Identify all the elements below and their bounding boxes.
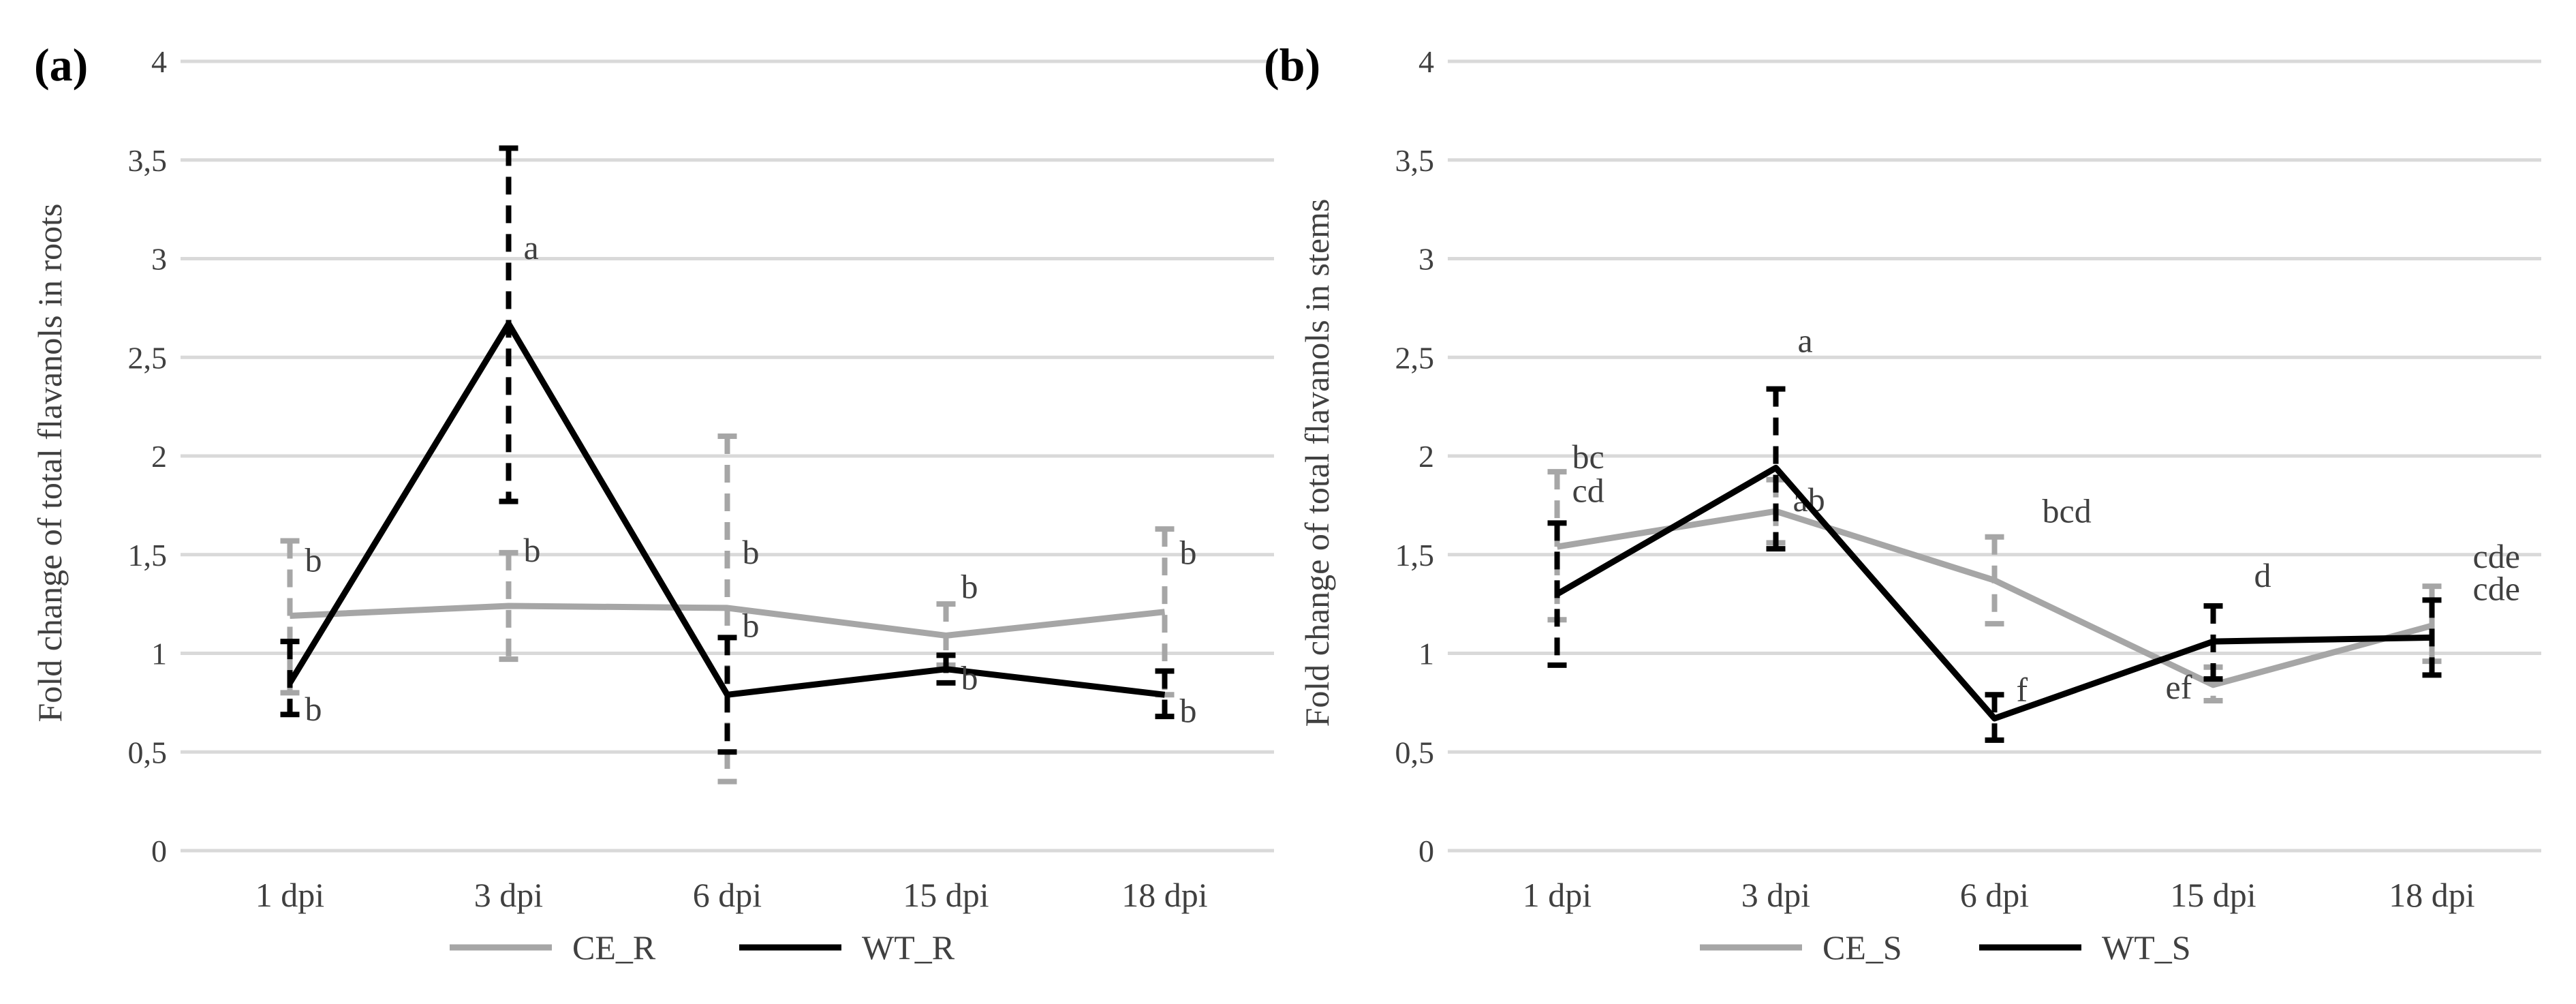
legend-label: WT_S: [2102, 928, 2191, 967]
y-tick-label: 3: [1418, 242, 1434, 277]
panel-label: (a): [34, 39, 88, 91]
series-line-wt-s: [1555, 464, 2432, 722]
x-tick-label: 6 dpi: [1960, 876, 2029, 914]
significance-letter: ab: [1793, 481, 1825, 519]
significance-letter: a: [524, 228, 539, 267]
legend-label: CE_S: [1822, 928, 1902, 967]
series-line-ce-s: [1556, 508, 2433, 688]
significance-letter: b: [743, 606, 760, 644]
y-tick-label: 1: [1418, 637, 1434, 671]
y-axis-title: Fold change of total flavanols in stems: [1298, 199, 1336, 727]
y-tick-label: 1,5: [128, 538, 168, 573]
y-tick-label: 3,5: [1395, 143, 1435, 178]
y-tick-label: 2,5: [1395, 340, 1435, 375]
y-tick-label: 0,5: [128, 735, 168, 770]
y-tick-label: 2: [1418, 439, 1434, 474]
significance-letter: cde: [2473, 537, 2520, 575]
significance-letter: b: [743, 533, 760, 571]
series-line-ce-r: [290, 603, 1165, 639]
y-tick-label: 3,5: [128, 143, 168, 178]
panel-a: 0 0,5 1 1,5 2 2,5 3 3,5 4 1 dpi 3 dpi 6 dpi 15 dpi 18…: [31, 39, 1274, 967]
significance-letter: b: [524, 531, 541, 569]
x-tick-label: 1 dpi: [1523, 876, 1592, 914]
y-tick-label: 0: [1418, 834, 1434, 868]
x-tick-label: 18 dpi: [2389, 876, 2474, 914]
significance-letter: cde: [2473, 569, 2520, 607]
x-tick-label: 15 dpi: [2170, 876, 2256, 914]
series-line-wt-r: [287, 320, 1166, 698]
y-tick-label: 3: [151, 242, 167, 277]
legend-label: CE_R: [572, 928, 656, 967]
legend-label: WT_R: [862, 928, 955, 967]
significance-letter: a: [1798, 321, 1813, 359]
significance-letter: d: [2254, 556, 2271, 594]
y-tick-label: 1,5: [1395, 538, 1435, 573]
significance-letter: b: [305, 690, 322, 728]
x-tick-label: 18 dpi: [1121, 876, 1207, 914]
significance-letter: bcd: [2043, 491, 2092, 530]
y-tick-label: 2: [151, 439, 167, 474]
y-tick-label: 4: [151, 44, 167, 79]
y-tick-label: 0,5: [1395, 735, 1435, 770]
significance-letter: bc: [1572, 438, 1604, 476]
significance-letter: ef: [2166, 668, 2192, 706]
significance-letter: cd: [1572, 472, 1604, 510]
panel-label: (b): [1264, 39, 1320, 91]
significance-letter: b: [961, 567, 978, 605]
x-tick-label: 15 dpi: [903, 876, 989, 914]
x-tick-label: 6 dpi: [693, 876, 762, 914]
y-tick-label: 4: [1418, 44, 1434, 79]
significance-letter: b: [961, 659, 978, 697]
x-tick-label: 3 dpi: [1741, 876, 1810, 914]
x-tick-label: 3 dpi: [474, 876, 543, 914]
x-tick-label: 1 dpi: [255, 876, 324, 914]
y-axis-title: Fold change of total flavanols in roots: [31, 204, 69, 722]
panel-b: 0 0,5 1 1,5 2 2,5 3 3,5 4 1 dpi 3 dpi 6 dpi 15 dpi 18…: [1264, 39, 2541, 967]
y-tick-label: 1: [151, 637, 167, 671]
y-tick-label: 0: [151, 834, 167, 868]
significance-letter: b: [1180, 691, 1197, 729]
significance-letter: b: [1180, 534, 1197, 572]
significance-letter: f: [2017, 671, 2028, 709]
y-tick-label: 2,5: [128, 340, 168, 375]
significance-letter: b: [305, 541, 322, 579]
